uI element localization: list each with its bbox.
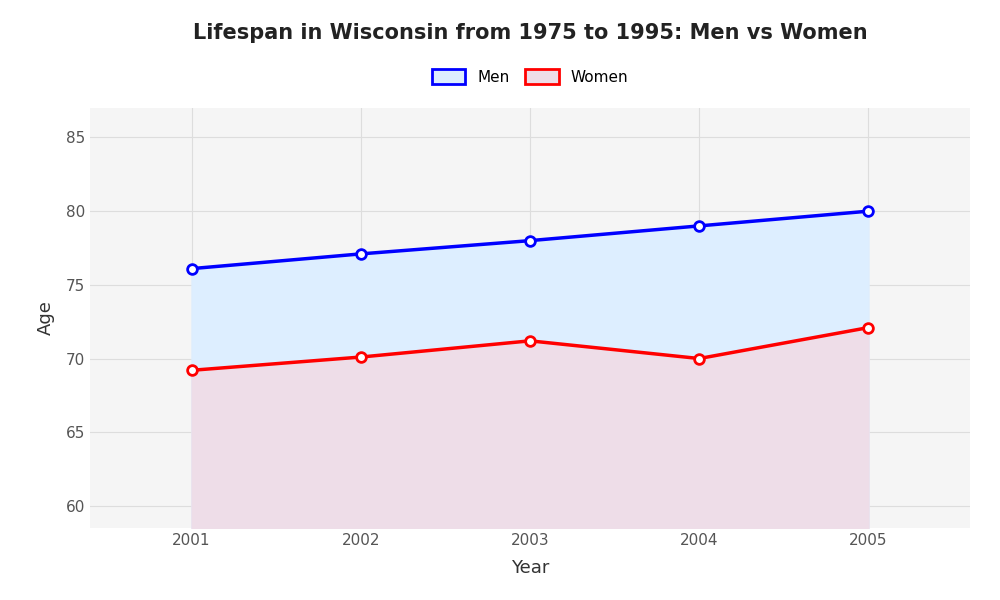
- Title: Lifespan in Wisconsin from 1975 to 1995: Men vs Women: Lifespan in Wisconsin from 1975 to 1995:…: [193, 23, 867, 43]
- X-axis label: Year: Year: [511, 559, 549, 577]
- Y-axis label: Age: Age: [37, 301, 55, 335]
- Legend: Men, Women: Men, Women: [424, 61, 636, 92]
